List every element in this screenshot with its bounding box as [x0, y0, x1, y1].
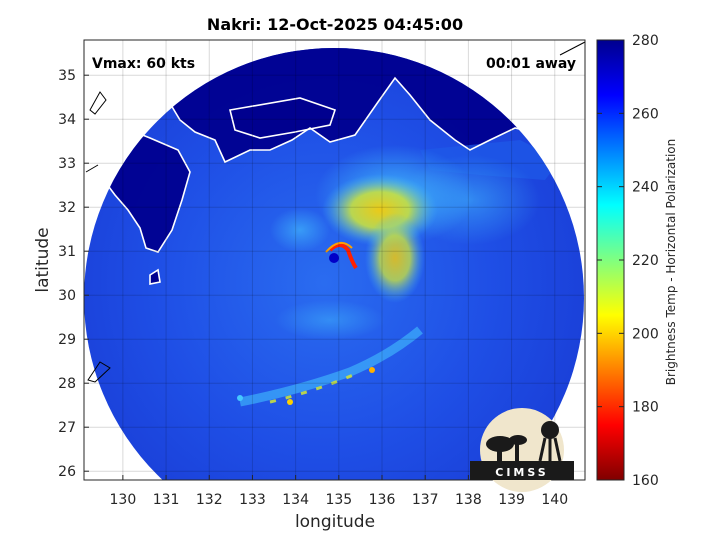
chart-title: Nakri: 12-Oct-2025 04:45:00 [207, 15, 463, 34]
y-tick-label: 26 [58, 464, 76, 480]
coastlines [85, 59, 585, 285]
y-tick-label: 29 [58, 332, 76, 348]
x-tick-label: 132 [196, 492, 223, 508]
x-tick-label: 130 [110, 492, 137, 508]
y-tick-label: 34 [58, 112, 76, 128]
map-area [84, 40, 585, 480]
colorbar: 160 180 200 220 240 260 280 Brightness Temp - … [596, 33, 678, 489]
colorbar-label: Brightness Temp - Horizontal Polarizatio… [664, 139, 678, 386]
storm-eye [329, 253, 339, 263]
y-axis-label: latitude [33, 227, 53, 292]
x-axis-label: longitude [295, 512, 375, 532]
plot-frame [83, 39, 586, 481]
time-offset-annotation: 00:01 away [486, 56, 576, 72]
x-tick-label: 140 [541, 492, 568, 508]
vmax-annotation: Vmax: 60 kts [92, 56, 195, 72]
y-tick-label: 33 [58, 156, 76, 172]
grid-lines [84, 40, 585, 480]
x-tick-label: 135 [325, 492, 352, 508]
y-tick-label: 27 [58, 420, 76, 436]
x-ticks: 130 131 132 133 134 135 136 137 138 139 140 [110, 475, 568, 508]
cimss-logo-text: CIMSS [495, 466, 548, 479]
y-tick-label: 35 [58, 68, 76, 84]
y-tick-label: 31 [58, 244, 76, 260]
x-tick-label: 139 [498, 492, 525, 508]
colorbar-ticks: 160 180 200 220 240 260 280 [597, 33, 659, 489]
colorbar-tick-label: 280 [632, 33, 659, 49]
x-tick-label: 137 [412, 492, 439, 508]
y-ticks: 26 27 28 29 30 31 32 33 34 35 [58, 68, 89, 480]
colorbar-tick-label: 240 [632, 180, 659, 196]
x-tick-label: 136 [369, 492, 396, 508]
y-tick-label: 32 [58, 200, 76, 216]
x-tick-label: 138 [455, 492, 482, 508]
y-tick-label: 30 [58, 288, 76, 304]
colorbar-tick-label: 160 [632, 473, 659, 489]
cimss-logo: CIMSS [470, 408, 574, 492]
colorbar-tick-label: 260 [632, 106, 659, 122]
x-tick-label: 131 [153, 492, 180, 508]
colorbar-tick-label: 220 [632, 253, 659, 269]
coastlines-outside [85, 41, 585, 383]
y-tick-label: 28 [58, 376, 76, 392]
colorbar-tick-label: 180 [632, 400, 659, 416]
x-tick-label: 134 [282, 492, 309, 508]
colorbar-tick-label: 200 [632, 326, 659, 342]
eyewall [328, 243, 358, 270]
x-tick-label: 133 [239, 492, 266, 508]
